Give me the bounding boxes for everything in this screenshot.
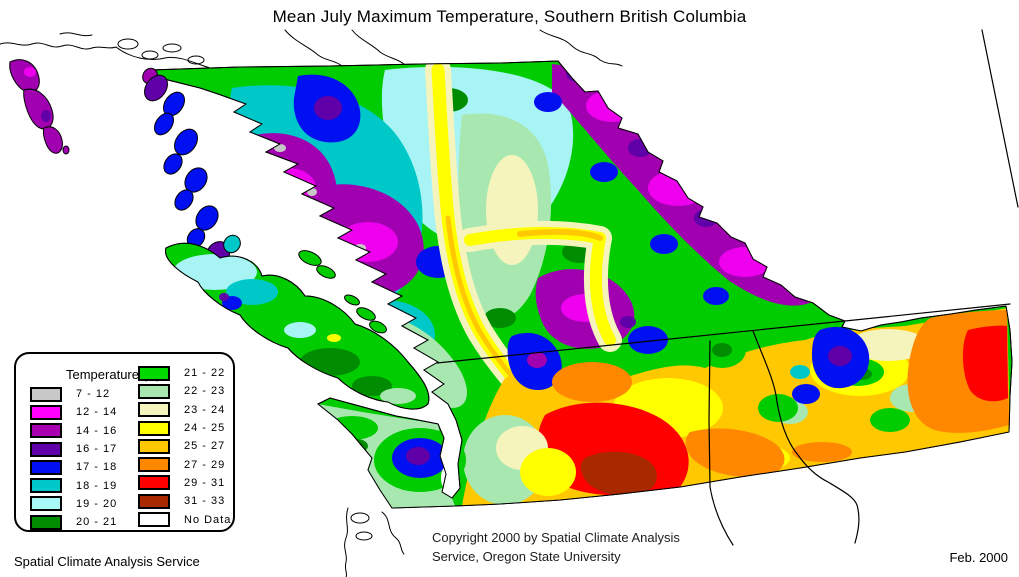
mainland-coastline [148,60,1013,509]
legend-label: 25 - 27 [184,440,226,453]
legend-label: 22 - 23 [184,385,226,398]
copyright-line-1: Copyright 2000 by Spatial Climate Analys… [432,530,680,545]
mainland-temperature-field [226,61,1010,508]
legend-swatch [138,420,170,436]
legend-item: 7 - 12 [30,385,117,403]
legend-swatch [30,441,62,457]
us-canada-border-line [436,303,1011,364]
legend-label: 21 - 22 [184,367,226,380]
legend-label: 18 - 19 [76,479,118,492]
copyright-line-2: Service, Oregon State University [432,548,621,564]
legend-label: 31 - 33 [184,495,226,508]
legend-item: 21 - 22 [138,364,231,382]
legend-label: No Data [184,513,232,526]
legend-item: 12 - 14 [30,403,117,421]
legend-swatch [138,402,170,418]
legend-swatch [30,423,62,439]
legend-swatch [138,383,170,399]
legend-label: 27 - 29 [184,458,226,471]
legend-item: 24 - 25 [138,419,231,437]
legend-swatch [138,493,170,509]
legend-item: 23 - 24 [138,401,231,419]
copyright-notice: Copyright 2000 by Spatial Climate Analys… [432,529,680,566]
legend-label: 20 - 21 [76,516,118,529]
legend-item: 25 - 27 [138,437,231,455]
legend-label: 17 - 18 [76,461,118,474]
id-mt-border-line [752,330,860,544]
legend-item: 27 - 29 [138,455,231,473]
legend-item: 14 - 16 [30,422,117,440]
legend-label: 16 - 17 [76,443,118,456]
river-and-bay-outlines [344,507,405,577]
legend-label: 23 - 24 [184,403,226,416]
legend-label: 29 - 31 [184,476,226,489]
legend-column-left: 7 - 12 12 - 14 14 - 16 16 - 17 17 - 18 18 - 1… [30,385,117,531]
legend-item: 20 - 21 [30,513,117,531]
legend-swatch [138,457,170,473]
haida-gwaii-islands [9,59,70,155]
gulf-islands [298,250,387,334]
legend-item: 19 - 20 [30,495,117,513]
vancouver-island [165,242,430,410]
legend-swatch [30,514,62,530]
legend-item: 29 - 31 [138,474,231,492]
legend-item: No Data [138,510,231,528]
legend-label: 12 - 14 [76,406,118,419]
legend-swatch [138,438,170,454]
legend-column-right: 21 - 22 22 - 23 23 - 24 24 - 25 25 - 27 27 - … [138,364,231,529]
legend-box: Temperature (C) 7 - 12 12 - 14 14 - 16 16 -… [14,352,235,532]
border-lines [436,29,1019,546]
legend-item: 16 - 17 [30,440,117,458]
legend-label: 24 - 25 [184,422,226,435]
page-title: Mean July Maximum Temperature, Southern … [272,7,747,26]
service-credit: Spatial Climate Analysis Service [14,554,200,569]
legend-swatch [30,404,62,420]
legend-swatch [138,365,170,381]
legend-label: 7 - 12 [76,388,111,401]
legend-swatch [30,478,62,494]
legend-label: 14 - 16 [76,424,118,437]
legend-item: 18 - 19 [30,476,117,494]
legend-swatch [30,459,62,475]
legend-item: 17 - 18 [30,458,117,476]
alberta-border-line [981,29,1019,208]
coastline-outlines [0,29,623,69]
legend-item: 31 - 33 [138,492,231,510]
legend-item: 22 - 23 [138,382,231,400]
map-date: Feb. 2000 [949,550,1008,565]
legend-label: 19 - 20 [76,497,118,510]
wa-id-border-line [708,340,734,546]
legend-title: Temperature (C) [66,367,161,382]
legend-swatch [30,496,62,512]
legend-swatch [30,386,62,402]
legend-swatch [138,475,170,491]
legend-swatch [138,512,170,528]
